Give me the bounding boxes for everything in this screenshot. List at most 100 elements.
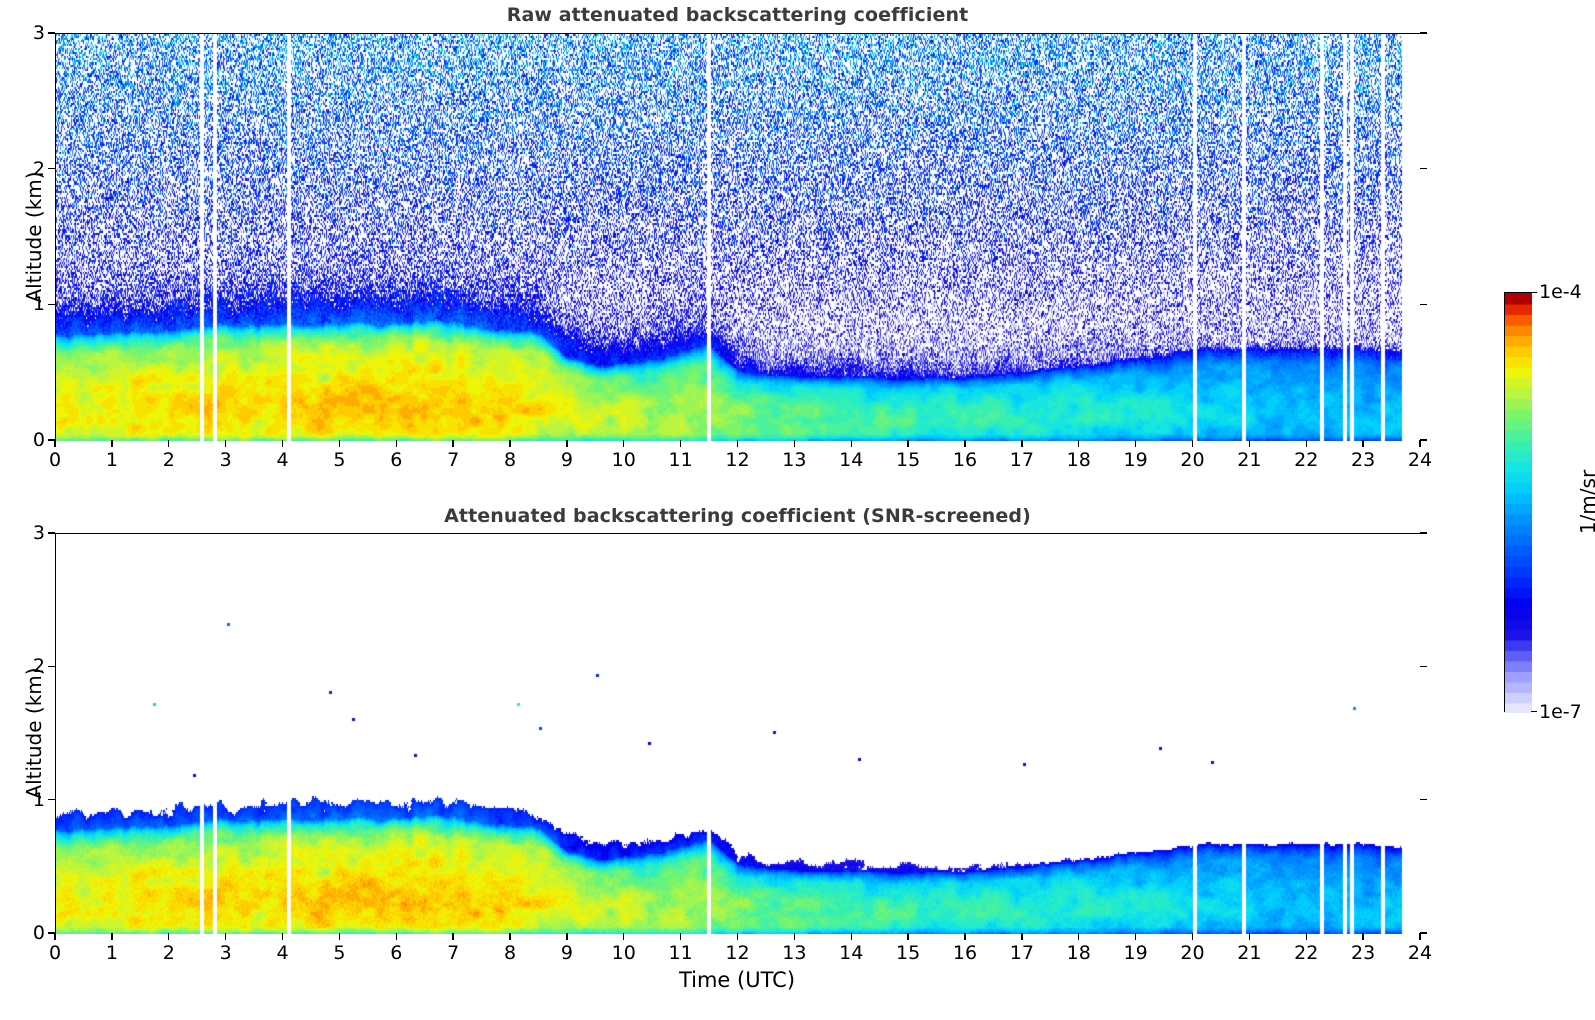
x-tick (1191, 440, 1194, 447)
y-axis-title-screened: Altitude (km) (22, 667, 46, 799)
x-tick-label: 13 (782, 449, 807, 471)
x-tick-label: 16 (952, 942, 978, 964)
y-tick (48, 32, 55, 34)
panel-title-raw: Raw attenuated backscattering coefficien… (506, 4, 969, 26)
x-tick (1419, 933, 1421, 940)
x-tick (509, 933, 511, 940)
x-tick (623, 440, 625, 447)
x-tick-label: 1 (105, 449, 118, 471)
y-tick-label: 3 (32, 522, 45, 544)
x-tick-label: 6 (390, 942, 403, 964)
y-tick (48, 303, 55, 306)
y-tick (1420, 303, 1427, 306)
x-tick-label: 10 (611, 449, 636, 471)
x-tick (679, 933, 682, 940)
y-tick (1420, 439, 1427, 441)
x-tick-label: 12 (725, 449, 750, 471)
x-tick-label: 4 (276, 942, 289, 964)
x-tick-label: 14 (839, 449, 864, 471)
x-tick-label: 8 (503, 942, 517, 964)
x-tick (1078, 933, 1080, 940)
y-tick-label: 1 (32, 788, 45, 811)
x-tick-label: 23 (1351, 942, 1376, 964)
x-tick (452, 933, 454, 940)
y-tick (48, 665, 55, 668)
x-tick (679, 440, 682, 447)
x-tick-label: 0 (48, 942, 62, 964)
x-tick-label: 7 (447, 942, 460, 964)
x-tick (395, 440, 397, 447)
x-tick-label: 19 (1123, 449, 1148, 471)
y-tick (48, 532, 55, 534)
x-tick-label: 3 (219, 449, 232, 471)
x-tick-label: 7 (447, 449, 460, 471)
x-tick (452, 440, 454, 447)
colorbar-min-label: 1e-7 (1539, 701, 1582, 723)
y-tick-label: 0 (32, 429, 45, 451)
y-axis-title-raw: Altitude (km) (22, 170, 46, 303)
x-tick (736, 933, 739, 940)
x-tick-label: 5 (333, 449, 346, 471)
plot-area-screened (55, 533, 1421, 934)
x-tick-label: 8 (503, 449, 517, 471)
x-tick-label: 4 (276, 449, 289, 471)
x-tick (281, 440, 284, 447)
x-tick (1134, 933, 1137, 940)
colorbar-canvas (1505, 293, 1532, 713)
x-tick (736, 440, 739, 447)
x-tick-label: 12 (725, 942, 750, 964)
colorbar-tick (1531, 711, 1537, 713)
y-tick (48, 167, 55, 170)
x-tick-label: 24 (1407, 942, 1433, 964)
x-tick-label: 19 (1123, 942, 1148, 964)
x-tick-label: 11 (668, 942, 693, 964)
x-tick-label: 18 (1066, 449, 1091, 471)
x-tick (1134, 440, 1137, 447)
x-tick-label: 15 (896, 449, 921, 471)
x-tick (338, 933, 341, 940)
y-tick-label: 3 (32, 22, 45, 44)
x-tick (281, 933, 284, 940)
x-tick (566, 933, 568, 940)
x-tick (1305, 933, 1307, 940)
plot-area-raw (55, 33, 1421, 441)
x-tick (907, 440, 909, 447)
y-tick (1420, 32, 1427, 34)
x-tick-label: 1 (105, 942, 118, 964)
y-tick (1420, 532, 1427, 534)
colorbar-max-label: 1e-4 (1539, 281, 1582, 303)
x-tick (1362, 440, 1364, 447)
x-tick (54, 440, 56, 447)
y-tick (1420, 798, 1427, 801)
x-tick (1362, 933, 1364, 940)
x-tick (850, 933, 852, 940)
x-tick-label: 21 (1237, 449, 1262, 471)
x-tick (509, 440, 511, 447)
y-tick-label: 1 (32, 293, 45, 316)
y-tick (1420, 665, 1427, 668)
y-tick-label: 2 (32, 655, 45, 678)
colorbar-gradient (1504, 292, 1532, 713)
y-tick (1420, 932, 1427, 934)
x-tick (338, 440, 341, 447)
x-tick-label: 23 (1351, 449, 1376, 471)
x-tick-label: 14 (839, 942, 864, 964)
x-tick (1419, 440, 1421, 447)
x-tick (1078, 440, 1080, 447)
x-tick-label: 11 (668, 449, 693, 471)
colorbar-tick (1531, 292, 1537, 294)
x-tick-label: 9 (560, 449, 573, 471)
y-tick (48, 439, 55, 441)
y-tick-label: 0 (32, 922, 45, 944)
x-tick-label: 22 (1294, 449, 1319, 471)
x-tick-label: 13 (782, 942, 807, 964)
x-tick-label: 20 (1180, 942, 1205, 964)
x-tick (1305, 440, 1307, 447)
y-tick (1420, 167, 1427, 170)
x-tick (566, 440, 568, 447)
x-tick-label: 22 (1294, 942, 1319, 964)
x-tick (1248, 933, 1251, 940)
x-tick (964, 933, 966, 940)
x-tick (793, 933, 796, 940)
